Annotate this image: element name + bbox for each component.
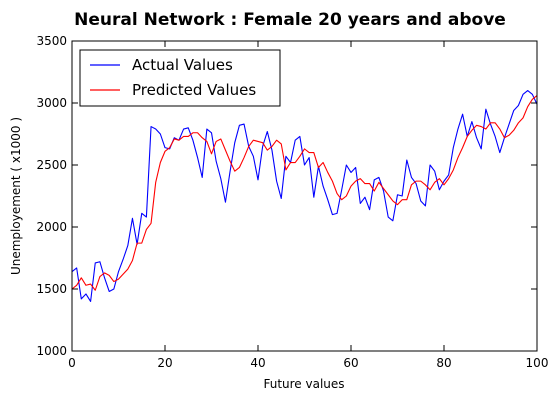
plot-frame [71, 40, 538, 352]
plot-area: 0 20 40 60 80 100 1000 1500 2000 2500 3000 3500 [36, 34, 548, 370]
y-tick-label: 3500 [36, 34, 67, 48]
x-tick-label: 80 [436, 356, 451, 370]
y-axis-label: Unemployement ( x1000 ) [9, 117, 23, 275]
series-line-actual [71, 90, 538, 302]
y-tick-label: 1000 [36, 344, 67, 358]
y-tick-label: 3000 [36, 96, 67, 110]
x-tick-label: 0 [68, 356, 76, 370]
legend-label: Predicted Values [132, 81, 256, 99]
legend: Actual Values Predicted Values [79, 49, 281, 107]
legend-label: Actual Values [132, 56, 233, 74]
x-tick-label: 40 [250, 356, 265, 370]
y-tick-label: 1500 [36, 282, 67, 296]
x-tick-label: 100 [526, 356, 549, 370]
x-tick-label: 60 [343, 356, 358, 370]
y-tick-label: 2500 [36, 158, 67, 172]
x-axis-label: Future values [263, 377, 344, 391]
x-tick-label: 20 [157, 356, 172, 370]
series-line-predicted [71, 95, 538, 291]
chart-title: Neural Network : Female 20 years and abo… [74, 10, 506, 30]
legend-box [79, 49, 281, 107]
y-tick-label: 2000 [36, 220, 67, 234]
